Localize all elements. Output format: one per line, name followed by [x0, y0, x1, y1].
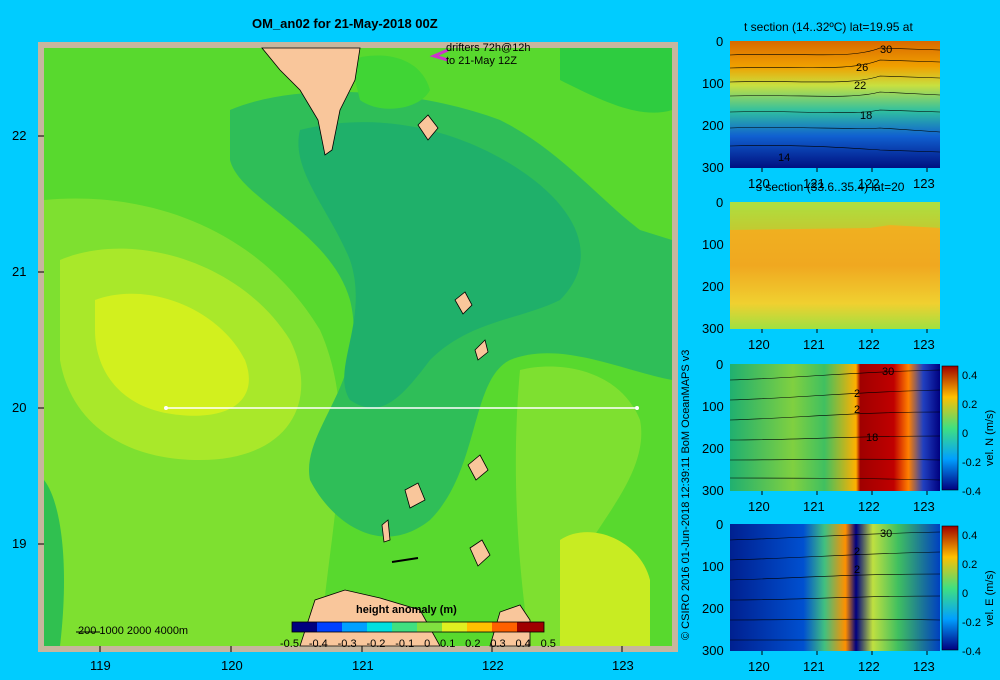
section-y-tick: 100 — [702, 237, 724, 252]
section-y-tick: 300 — [702, 643, 724, 658]
section-y-tick: 100 — [702, 559, 724, 574]
map-title: OM_an02 for 21-May-2018 00Z — [252, 16, 438, 31]
colorbar-tick: 0.4 — [962, 370, 978, 382]
section-y-tick: 0 — [716, 357, 724, 372]
s-section-plot — [730, 202, 940, 329]
section-x-tick: 120 — [748, 499, 770, 514]
contour-label: 26 — [856, 62, 869, 74]
section-x-tick: 122 — [858, 499, 880, 514]
section-y-tick: 100 — [702, 76, 724, 91]
section-x-tick: 123 — [913, 659, 935, 674]
contour-label: 30 — [880, 528, 893, 540]
drifters-label-1: drifters 72h@12h — [446, 42, 531, 54]
colorbar-tick: 0.2 — [962, 399, 978, 411]
section-y-tick: 100 — [702, 399, 724, 414]
section-y-tick: 300 — [702, 483, 724, 498]
map-y-tick: 20 — [12, 400, 27, 415]
section-x-tick: 120 — [748, 337, 770, 352]
section-x-tick: 122 — [858, 337, 880, 352]
contour-label: 2 — [854, 546, 861, 558]
t-section-plot — [729, 41, 941, 168]
contour-label: 2 — [854, 564, 861, 576]
section-y-tick: 200 — [702, 601, 724, 616]
section-x-tick: 121 — [803, 337, 825, 352]
colorbar-tick: -0.4 — [962, 646, 981, 658]
vel-n-label: vel. N (m/s) — [984, 409, 996, 466]
map-y-tick: 21 — [12, 264, 27, 279]
section-y-tick: 0 — [716, 195, 724, 210]
section-y-tick: 0 — [716, 517, 724, 532]
section-y-tick: 0 — [716, 34, 724, 49]
depth-legend: 200 1000 2000 4000m — [78, 625, 189, 637]
contour-label: 22 — [854, 80, 867, 92]
section-y-tick: 200 — [702, 118, 724, 133]
vel-e-section-plot — [729, 524, 941, 651]
contour-label: 30 — [882, 366, 895, 378]
section-y-tick: 300 — [702, 321, 724, 336]
colorbar-tick: -0.4 — [962, 486, 981, 498]
map-x-tick: 120 — [221, 658, 243, 673]
section-x-tick: 122 — [858, 176, 880, 191]
section-x-tick: 123 — [913, 499, 935, 514]
land-taiwan — [261, 47, 361, 156]
map-x-tick: 122 — [482, 658, 504, 673]
map-x-tick: 123 — [612, 658, 634, 673]
section-y-tick: 200 — [702, 441, 724, 456]
colorbar-tick: 0.2 — [962, 559, 978, 571]
contour-label: 18 — [866, 432, 879, 444]
section-y-tick: 300 — [702, 160, 724, 175]
colorbar-ticks: -0.5 -0.4 -0.3 -0.2 -0.1 0 0.1 0.2 0.3 0… — [280, 638, 556, 650]
contour-label: 2 — [854, 404, 861, 416]
contour-label: 18 — [860, 110, 873, 122]
colorbar-tick: 0.4 — [962, 530, 978, 542]
drifters-label-2: to 21-May 12Z — [446, 55, 517, 67]
colorbar-tick: -0.2 — [962, 617, 981, 629]
map-x-tick: 121 — [352, 658, 374, 673]
height-anomaly-field — [44, 48, 672, 646]
s-section-title: s section (33.6..35.4) lat=20 — [756, 180, 905, 194]
contour-label: 2 — [854, 388, 861, 400]
section-x-tick: 123 — [913, 337, 935, 352]
section-x-tick: 122 — [858, 659, 880, 674]
colorbar-title: height anomaly (m) — [356, 604, 457, 616]
section-x-tick: 121 — [803, 659, 825, 674]
contour-label: 14 — [778, 152, 791, 164]
section-x-tick: 120 — [748, 176, 770, 191]
colorbar-tick: 0 — [962, 588, 969, 600]
t-section-title: t section (14..32ºC) lat=19.95 at — [744, 20, 913, 34]
section-x-tick: 121 — [803, 176, 825, 191]
map-y-tick: 22 — [12, 128, 27, 143]
vel-n-colorbar — [941, 365, 959, 491]
section-x-tick: 120 — [748, 659, 770, 674]
section-x-tick: 123 — [913, 176, 935, 191]
drifter-arrow-icon — [429, 48, 449, 62]
vel-e-colorbar — [941, 525, 959, 651]
contour-label: 30 — [880, 44, 893, 56]
colorbar-tick: -0.2 — [962, 457, 981, 469]
map-y-tick: 19 — [12, 536, 27, 551]
map-x-tick: 119 — [90, 658, 111, 673]
vel-n-section-plot — [729, 364, 941, 491]
section-y-tick: 200 — [702, 279, 724, 294]
vel-e-label: vel. E (m/s) — [984, 570, 996, 626]
height-anomaly-colorbar — [291, 621, 545, 633]
section-x-tick: 121 — [803, 499, 825, 514]
colorbar-tick: 0 — [962, 428, 969, 440]
